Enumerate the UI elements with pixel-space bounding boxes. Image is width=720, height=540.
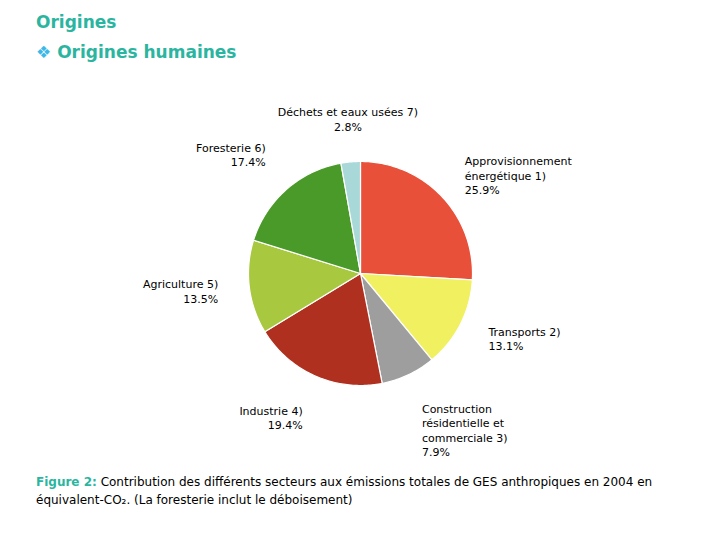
- html-text:❖ Origines humaines: ❖ Origines humaines: [36, 42, 237, 63]
- svg-text:Déchets et eaux usées 7)2.8%: Déchets et eaux usées 7)2.8%: [278, 106, 418, 133]
- svg-text:Approvisionnementénergétique 1: Approvisionnementénergétique 1)25.9%: [465, 155, 573, 197]
- svg-text:Foresterie 6)17.4%: Foresterie 6)17.4%: [196, 141, 266, 168]
- svg-text:Industrie 4)19.4%: Industrie 4)19.4%: [239, 405, 302, 432]
- svg-text:Agriculture 5)13.5%: Agriculture 5)13.5%: [143, 278, 218, 305]
- html-text:Origines: Origines: [36, 12, 117, 32]
- html-text:Figure 2: Contribution des dif: Figure 2: Contribution des différents se…: [36, 474, 653, 507]
- svg-text:Transports 2)13.1%: Transports 2)13.1%: [487, 325, 560, 352]
- svg-text:Constructionrésidentielle etco: Constructionrésidentielle etcommerciale …: [422, 403, 508, 459]
